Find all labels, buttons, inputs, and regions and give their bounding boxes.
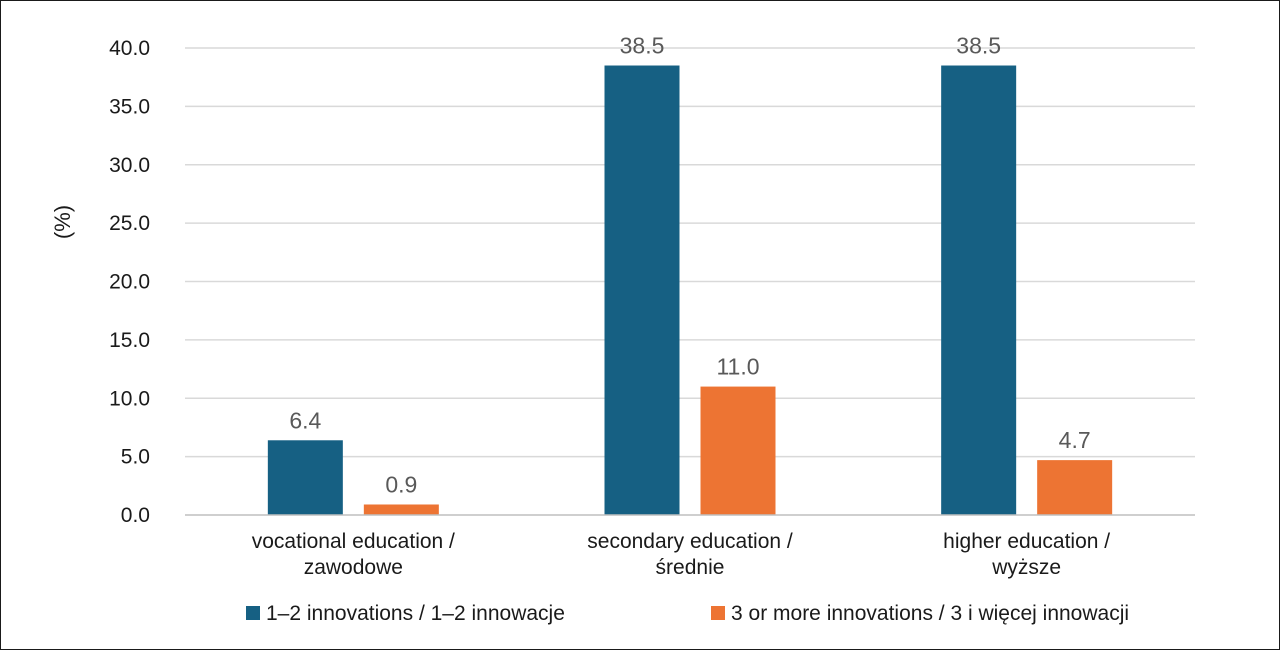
y-tick-label: 15.0 — [109, 329, 150, 352]
bar — [941, 65, 1017, 515]
y-tick-label: 10.0 — [109, 387, 150, 410]
y-tick-label: 0.0 — [121, 504, 150, 527]
legend-swatch — [246, 606, 260, 620]
x-category-label: zawodowe — [304, 556, 403, 579]
y-tick-label: 30.0 — [109, 154, 150, 177]
bars — [267, 65, 1113, 515]
gridlines — [185, 47, 1195, 458]
bar — [267, 440, 343, 515]
data-label: 38.5 — [956, 33, 1001, 59]
bar — [1037, 460, 1113, 515]
x-category-label: higher education / — [943, 530, 1110, 553]
x-category-label: wyższe — [991, 556, 1061, 579]
y-axis-ticks: 0.0 5.0 10.0 15.0 20.0 25.0 30.0 35.0 40.0 — [109, 37, 150, 527]
data-labels: 6.4 0.9 38.5 11.0 38.5 4.7 — [289, 33, 1090, 498]
legend-label: 1–2 innovations / 1–2 innowacje — [266, 602, 565, 625]
legend-swatch — [711, 606, 725, 620]
y-tick-label: 5.0 — [121, 446, 150, 469]
x-category-label: vocational education / — [252, 530, 455, 553]
x-category-label: secondary education / — [587, 530, 793, 553]
bar — [700, 386, 776, 515]
x-category-label: średnie — [656, 556, 725, 579]
data-label: 4.7 — [1059, 427, 1091, 453]
y-tick-label: 20.0 — [109, 271, 150, 294]
legend-label: 3 or more innovations / 3 i więcej innow… — [731, 602, 1129, 625]
bar — [604, 65, 680, 515]
y-axis-label: (%) — [50, 205, 75, 239]
data-label: 11.0 — [716, 354, 759, 380]
data-label: 0.9 — [385, 471, 417, 497]
y-tick-label: 25.0 — [109, 212, 150, 235]
x-axis-categories: vocational education / zawodowe secondary … — [252, 530, 1111, 579]
y-tick-label: 40.0 — [109, 37, 150, 60]
bar — [363, 504, 439, 515]
y-tick-label: 35.0 — [109, 95, 150, 118]
data-label: 38.5 — [620, 33, 665, 59]
data-label: 6.4 — [289, 407, 321, 433]
legend: 1–2 innovations / 1–2 innowacje 3 or more… — [246, 602, 1129, 625]
